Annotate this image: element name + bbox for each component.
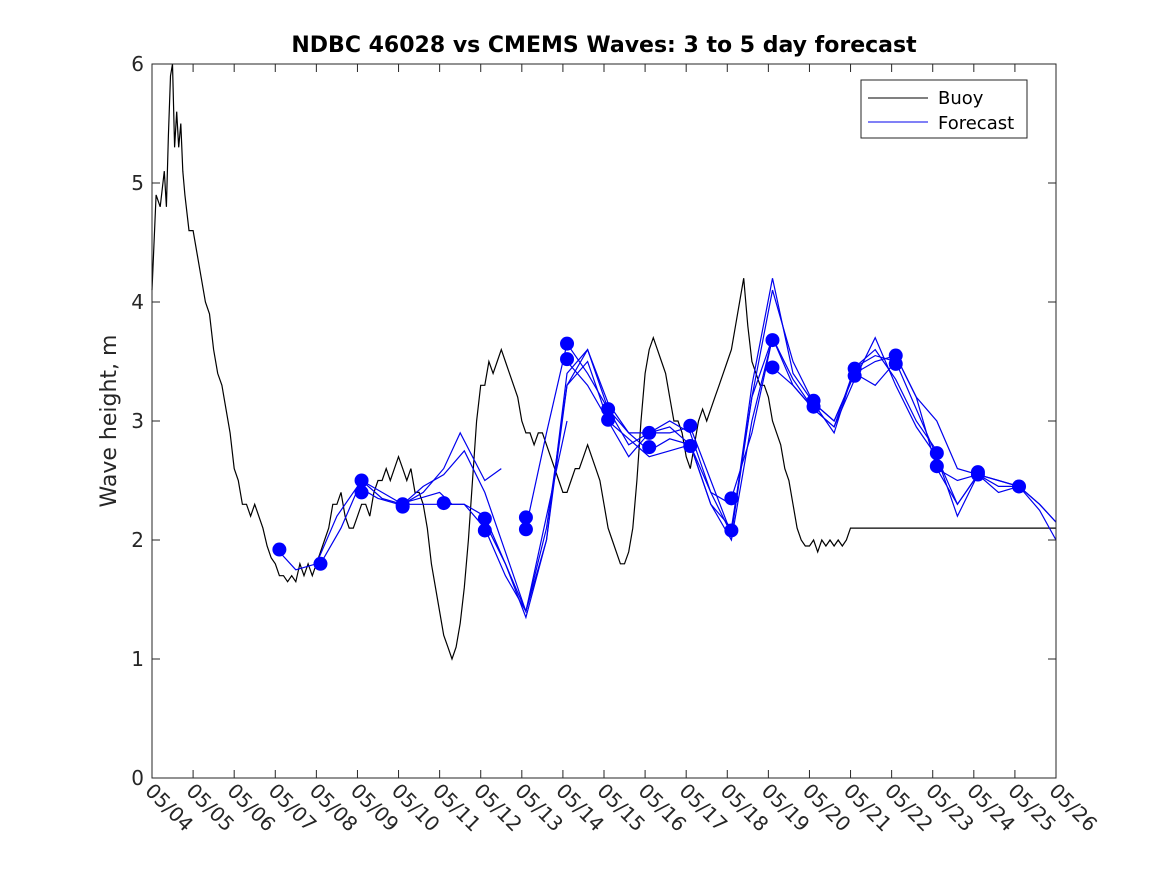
forecast-marker-point [929, 459, 944, 474]
forecast-run-line-17 [936, 468, 1057, 523]
y-tick-label: 2 [131, 528, 144, 552]
forecast-marker-point [272, 542, 287, 557]
forecast-marker-point [518, 522, 533, 537]
y-tick-label: 6 [131, 52, 144, 76]
forecast-run-line-2 [319, 431, 502, 565]
forecast-run-line-3 [361, 420, 568, 614]
forecast-marker-point [765, 333, 780, 348]
forecast-marker-point [436, 496, 451, 511]
y-tick-label: 3 [131, 409, 144, 433]
y-tick-label: 4 [131, 290, 144, 314]
forecast-marker-point [601, 402, 616, 417]
forecast-marker-point [518, 510, 533, 525]
marker-layer [272, 333, 1027, 571]
forecast-marker-point [806, 399, 821, 414]
y-axis-label: Wave height, m [97, 335, 122, 508]
chart-title: NDBC 46028 vs CMEMS Waves: 3 to 5 day fo… [291, 33, 917, 58]
forecast-marker-point [560, 352, 575, 367]
forecast-marker-point [724, 491, 739, 506]
forecast-run-line-11 [689, 278, 896, 537]
legend-forecast-label: Forecast [938, 113, 1014, 134]
forecast-marker-point [847, 368, 862, 383]
forecast-marker-point [1012, 479, 1027, 494]
forecast-marker-point [560, 336, 575, 351]
forecast-marker-point [354, 485, 369, 500]
forecast-marker-point [354, 473, 369, 488]
forecast-run-line-6 [484, 360, 691, 614]
forecast-marker-point [970, 467, 985, 482]
legend-buoy-label: Buoy [938, 88, 984, 109]
forecast-marker-point [929, 446, 944, 461]
buoy-series-line [151, 63, 1056, 661]
forecast-marker-point [724, 523, 739, 538]
forecast-run-line-5 [443, 348, 650, 613]
y-tick-label: 1 [131, 647, 144, 671]
y-tick-label: 0 [131, 766, 144, 790]
forecast-marker-point [765, 360, 780, 375]
forecast-marker-point [601, 412, 616, 427]
y-tick-label: 5 [131, 171, 144, 195]
legend: Buoy Forecast [860, 79, 1028, 139]
forecast-run-line-7 [525, 342, 732, 529]
forecast-marker-point [683, 438, 698, 453]
forecast-marker-point [642, 440, 657, 455]
forecast-marker-point [395, 499, 410, 514]
legend-box [860, 79, 1028, 139]
forecast-marker-point [477, 511, 492, 526]
forecast-marker-point [888, 356, 903, 371]
forecast-marker-point [477, 523, 492, 538]
forecast-marker-point [683, 418, 698, 433]
forecast-marker-point [313, 556, 328, 571]
forecast-run-line-9 [607, 335, 815, 542]
forecast-marker-point [642, 425, 657, 440]
